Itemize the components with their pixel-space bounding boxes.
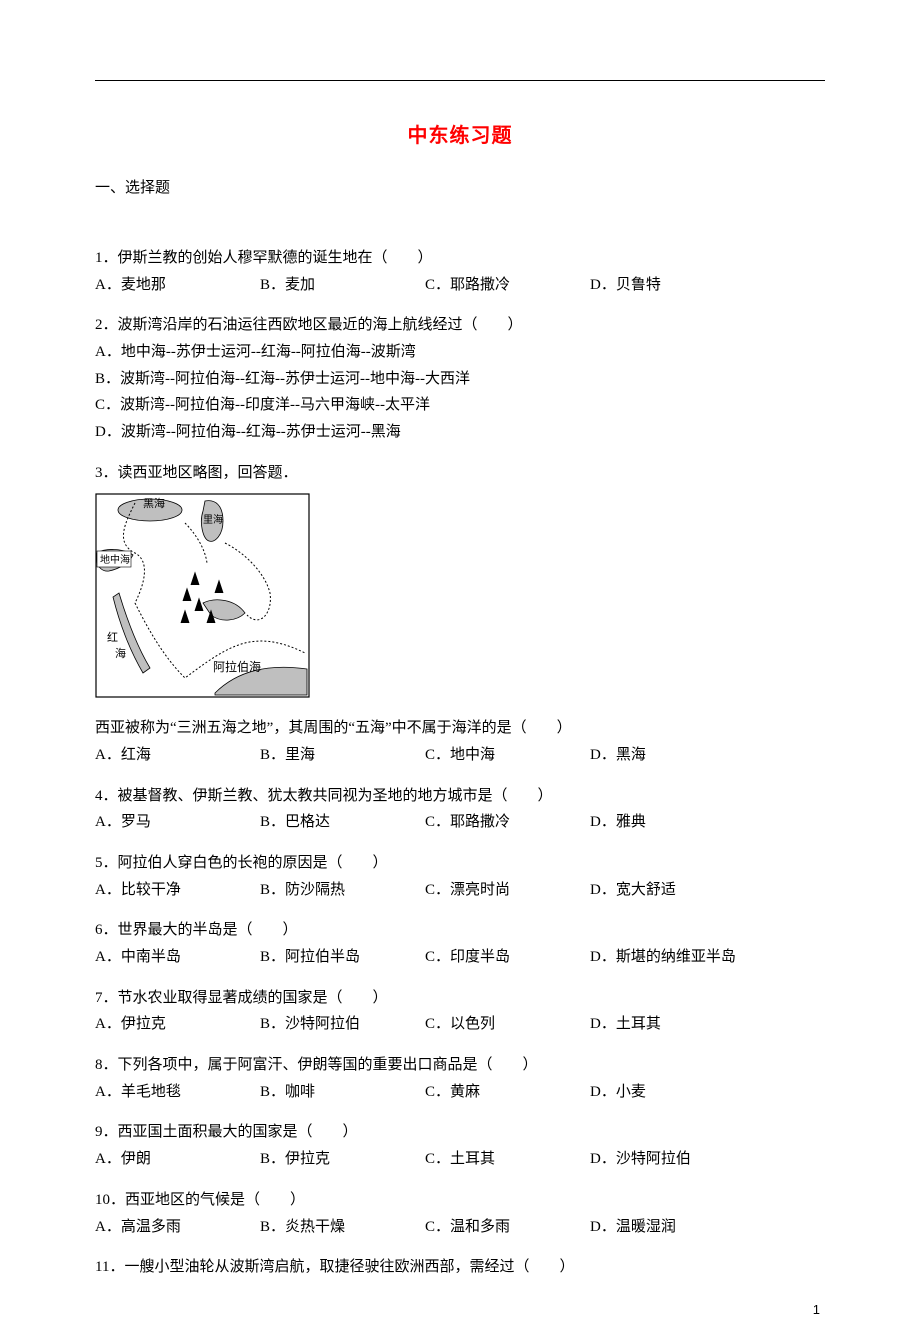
option-c: C．耶路撒冷 <box>425 272 590 299</box>
map-figure: 黑海 里海 地中海 红海 阿拉伯海 <box>95 493 825 708</box>
question-stem: 10．西亚地区的气候是（ ） <box>95 1187 825 1214</box>
question-stem: 5．阿拉伯人穿白色的长袍的原因是（ ） <box>95 850 825 877</box>
option-a: A．羊毛地毯 <box>95 1079 260 1106</box>
option-b: B．里海 <box>260 742 425 769</box>
west-asia-map-icon: 黑海 里海 地中海 红海 阿拉伯海 <box>95 493 310 698</box>
option-b: B．炎热干燥 <box>260 1214 425 1241</box>
option-a: A．中南半岛 <box>95 944 260 971</box>
question-stem: 2．波斯湾沿岸的石油运往西欧地区最近的海上航线经过（ ） <box>95 312 825 339</box>
question-stem: 9．西亚国土面积最大的国家是（ ） <box>95 1119 825 1146</box>
question-10: 10．西亚地区的气候是（ ） A．高温多雨 B．炎热干燥 C．温和多雨 D．温暖… <box>95 1187 825 1240</box>
options-row: A．罗马 B．巴格达 C．耶路撒冷 D．雅典 <box>95 809 825 836</box>
options-row: A．红海 B．里海 C．地中海 D．黑海 <box>95 742 825 769</box>
option-c: C．土耳其 <box>425 1146 590 1173</box>
section-heading: 一、选择题 <box>95 176 825 197</box>
option-b: B．沙特阿拉伯 <box>260 1011 425 1038</box>
options-row: A．伊拉克 B．沙特阿拉伯 C．以色列 D．土耳其 <box>95 1011 825 1038</box>
question-3: 3．读西亚地区略图，回答题． <box>95 460 825 769</box>
question-5: 5．阿拉伯人穿白色的长袍的原因是（ ） A．比较干净 B．防沙隔热 C．漂亮时尚… <box>95 850 825 903</box>
question-stem: 7．节水农业取得显著成绩的国家是（ ） <box>95 985 825 1012</box>
option-c: C．地中海 <box>425 742 590 769</box>
question-stem: 8．下列各项中，属于阿富汗、伊朗等国的重要出口商品是（ ） <box>95 1052 825 1079</box>
question-4: 4．被基督教、伊斯兰教、犹太教共同视为圣地的地方城市是（ ） A．罗马 B．巴格… <box>95 783 825 836</box>
option-a: A．地中海--苏伊士运河--红海--阿拉伯海--波斯湾 <box>95 339 825 366</box>
question-stem: 4．被基督教、伊斯兰教、犹太教共同视为圣地的地方城市是（ ） <box>95 783 825 810</box>
label-arabian-sea: 阿拉伯海 <box>213 659 261 674</box>
option-a: A．伊拉克 <box>95 1011 260 1038</box>
question-9: 9．西亚国土面积最大的国家是（ ） A．伊朗 B．伊拉克 C．土耳其 D．沙特阿… <box>95 1119 825 1172</box>
option-a: A．罗马 <box>95 809 260 836</box>
options-row: A．比较干净 B．防沙隔热 C．漂亮时尚 D．宽大舒适 <box>95 877 825 904</box>
option-b: B．波斯湾--阿拉伯海--红海--苏伊士运河--地中海--大西洋 <box>95 366 825 393</box>
option-a: A．红海 <box>95 742 260 769</box>
option-d: D．波斯湾--阿拉伯海--红海--苏伊士运河--黑海 <box>95 419 825 446</box>
option-d: D．土耳其 <box>590 1011 661 1038</box>
option-c: C．以色列 <box>425 1011 590 1038</box>
option-d: D．斯堪的纳维亚半岛 <box>590 944 736 971</box>
question-11: 11．一艘小型油轮从波斯湾启航，取捷径驶往欧洲西部，需经过（ ） <box>95 1254 825 1281</box>
option-c: C．耶路撒冷 <box>425 809 590 836</box>
page-number: 1 <box>813 1302 820 1317</box>
option-d: D．雅典 <box>590 809 646 836</box>
option-b: B．伊拉克 <box>260 1146 425 1173</box>
question-substem: 西亚被称为“三洲五海之地”，其周围的“五海”中不属于海洋的是（ ） <box>95 715 825 742</box>
option-a: A．比较干净 <box>95 877 260 904</box>
option-d: D．黑海 <box>590 742 646 769</box>
label-black-sea: 黑海 <box>143 496 165 510</box>
option-c: C．黄麻 <box>425 1079 590 1106</box>
option-c: C．温和多雨 <box>425 1214 590 1241</box>
option-b: B．巴格达 <box>260 809 425 836</box>
option-a: A．高温多雨 <box>95 1214 260 1241</box>
question-1: 1．伊斯兰教的创始人穆罕默德的诞生地在（ ） A．麦地那 B．麦加 C．耶路撒冷… <box>95 245 825 298</box>
option-d: D．贝鲁特 <box>590 272 661 299</box>
question-8: 8．下列各项中，属于阿富汗、伊朗等国的重要出口商品是（ ） A．羊毛地毯 B．咖… <box>95 1052 825 1105</box>
option-d: D．温暖湿润 <box>590 1214 676 1241</box>
question-stem: 1．伊斯兰教的创始人穆罕默德的诞生地在（ ） <box>95 245 825 272</box>
option-c: C．印度半岛 <box>425 944 590 971</box>
options-row: A．伊朗 B．伊拉克 C．土耳其 D．沙特阿拉伯 <box>95 1146 825 1173</box>
option-b: B．麦加 <box>260 272 425 299</box>
option-c: C．波斯湾--阿拉伯海--印度洋--马六甲海峡--太平洋 <box>95 392 825 419</box>
question-2: 2．波斯湾沿岸的石油运往西欧地区最近的海上航线经过（ ） A．地中海--苏伊士运… <box>95 312 825 445</box>
option-b: B．阿拉伯半岛 <box>260 944 425 971</box>
option-d: D．小麦 <box>590 1079 646 1106</box>
top-rule <box>95 80 825 81</box>
question-stem: 11．一艘小型油轮从波斯湾启航，取捷径驶往欧洲西部，需经过（ ） <box>95 1254 825 1281</box>
options-row: A．高温多雨 B．炎热干燥 C．温和多雨 D．温暖湿润 <box>95 1214 825 1241</box>
option-d: D．宽大舒适 <box>590 877 676 904</box>
question-7: 7．节水农业取得显著成绩的国家是（ ） A．伊拉克 B．沙特阿拉伯 C．以色列 … <box>95 985 825 1038</box>
question-stem: 6．世界最大的半岛是（ ） <box>95 917 825 944</box>
option-a: A．麦地那 <box>95 272 260 299</box>
options-row: A．中南半岛 B．阿拉伯半岛 C．印度半岛 D．斯堪的纳维亚半岛 <box>95 944 825 971</box>
page: 中东练习题 一、选择题 1．伊斯兰教的创始人穆罕默德的诞生地在（ ） A．麦地那… <box>0 0 920 1335</box>
question-stem: 3．读西亚地区略图，回答题． <box>95 460 825 487</box>
question-6: 6．世界最大的半岛是（ ） A．中南半岛 B．阿拉伯半岛 C．印度半岛 D．斯堪… <box>95 917 825 970</box>
label-caspian: 里海 <box>203 513 223 526</box>
option-a: A．伊朗 <box>95 1146 260 1173</box>
label-mediterranean: 地中海 <box>100 553 130 566</box>
options-row: A．麦地那 B．麦加 C．耶路撒冷 D．贝鲁特 <box>95 272 825 299</box>
option-b: B．咖啡 <box>260 1079 425 1106</box>
options-row: A．羊毛地毯 B．咖啡 C．黄麻 D．小麦 <box>95 1079 825 1106</box>
option-b: B．防沙隔热 <box>260 877 425 904</box>
doc-title: 中东练习题 <box>95 119 825 148</box>
option-d: D．沙特阿拉伯 <box>590 1146 691 1173</box>
option-c: C．漂亮时尚 <box>425 877 590 904</box>
